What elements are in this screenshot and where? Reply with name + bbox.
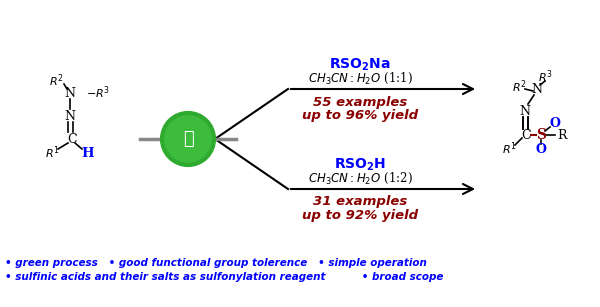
Text: $CH_3CN:H_2O$ (1:2): $CH_3CN:H_2O$ (1:2) — [308, 170, 412, 186]
Text: $R^2$: $R^2$ — [512, 79, 526, 95]
Text: O: O — [536, 142, 547, 156]
Text: C: C — [67, 133, 77, 146]
Text: $R^3$: $R^3$ — [538, 69, 553, 85]
Text: • sulfinic acids and their salts as sulfonylation reagent          • broad scope: • sulfinic acids and their salts as sulf… — [5, 272, 443, 282]
Text: $R^1$: $R^1$ — [502, 141, 517, 157]
Text: $-R^3$: $-R^3$ — [86, 85, 110, 101]
Text: N: N — [65, 87, 76, 99]
Text: $\bf{RSO_2Na}$: $\bf{RSO_2Na}$ — [329, 57, 391, 73]
Text: H: H — [82, 146, 94, 160]
Text: $R^1$: $R^1$ — [44, 145, 59, 161]
Text: up to 96% yield: up to 96% yield — [302, 108, 418, 122]
Text: N: N — [520, 104, 530, 118]
Text: C: C — [521, 129, 531, 142]
Text: • green process   • good functional group tolerence   • simple operation: • green process • good functional group … — [5, 258, 427, 268]
Text: 31 examples: 31 examples — [313, 196, 407, 208]
Text: S: S — [536, 128, 546, 142]
Text: $CH_3CN:H_2O$ (1:1): $CH_3CN:H_2O$ (1:1) — [308, 70, 412, 86]
Text: 55 examples: 55 examples — [313, 95, 407, 108]
Text: $\bf{RSO_2H}$: $\bf{RSO_2H}$ — [334, 157, 386, 173]
Text: O: O — [550, 116, 560, 130]
Text: up to 92% yield: up to 92% yield — [302, 208, 418, 221]
Text: R: R — [557, 129, 566, 142]
Text: $R^2$: $R^2$ — [49, 73, 64, 89]
Text: N: N — [65, 110, 76, 122]
Text: N: N — [532, 83, 542, 95]
Circle shape — [163, 114, 213, 164]
Text: 🔌: 🔌 — [182, 130, 193, 148]
